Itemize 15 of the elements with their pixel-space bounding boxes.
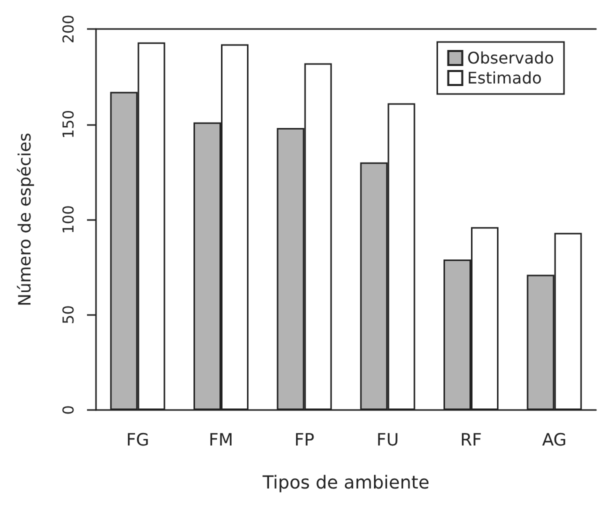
x-tick-label: RF	[460, 430, 482, 450]
x-tick-label: FU	[376, 430, 399, 450]
y-tick-label: 150	[60, 110, 78, 139]
x-tick-label: FM	[208, 430, 234, 450]
legend-label: Estimado	[467, 68, 542, 88]
y-tick-label: 50	[60, 305, 78, 324]
x-tick-label: FG	[126, 430, 150, 450]
legend-label: Observado	[467, 48, 554, 68]
y-tick-label: 200	[60, 14, 78, 44]
x-tick-label: AG	[542, 430, 567, 450]
x-tick-label: FP	[294, 430, 314, 450]
x-axis-title: Tipos de ambiente	[262, 472, 430, 494]
y-tick-label: 0	[60, 405, 78, 415]
y-axis-title: Número de espécies	[16, 132, 36, 306]
y-tick-label: 100	[60, 205, 78, 234]
